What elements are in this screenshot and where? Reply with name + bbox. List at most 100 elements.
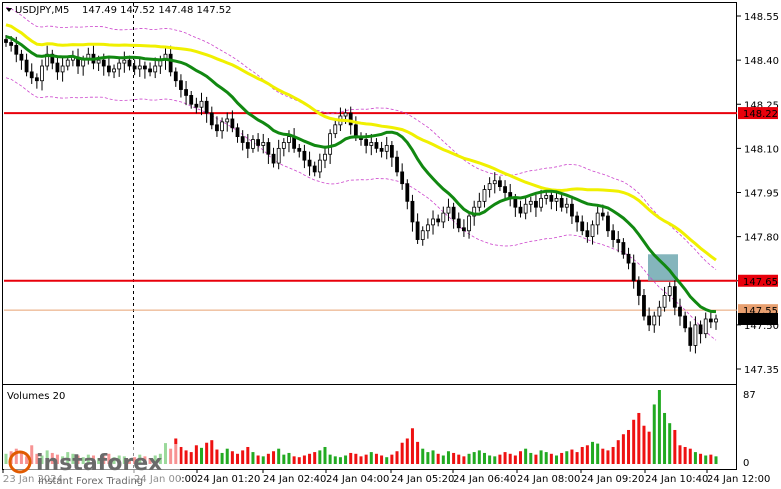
candle [230, 110, 235, 133]
candle [564, 197, 569, 214]
candle [117, 56, 122, 77]
volume-bar [287, 452, 291, 464]
candle-body-down [179, 80, 183, 90]
candle-body-up [369, 142, 374, 146]
volume-bar [508, 453, 512, 464]
volume-bar [318, 450, 322, 464]
candle-body-up [523, 203, 528, 214]
candle-body-up [65, 59, 70, 67]
volume-bar [621, 434, 625, 464]
volume-bar [390, 454, 394, 464]
volume-bar [529, 452, 533, 464]
volume-bar [236, 453, 240, 464]
candle [611, 224, 616, 248]
volume-bar [374, 453, 378, 464]
candle-body-down [600, 212, 605, 217]
candle [703, 312, 708, 339]
volume-bar [498, 454, 502, 464]
volume-bar [493, 456, 497, 464]
volume-bar [565, 451, 569, 464]
candle-body-down [307, 159, 312, 167]
candle-body-up [595, 212, 600, 226]
candle [384, 136, 389, 160]
candle [122, 51, 127, 73]
candle [405, 179, 410, 210]
volume-bar [297, 457, 301, 464]
x-tick-label: 24 Jan 05:20 [391, 474, 454, 485]
volume-bar [205, 442, 209, 464]
candle-body-down [9, 42, 14, 46]
candle-body-up [564, 203, 569, 208]
x-tick-label: 24 Jan 02:40 [263, 474, 326, 485]
volume-bar [585, 445, 589, 464]
candle [667, 282, 672, 302]
candle-body-up [225, 118, 230, 123]
candle-body-up [287, 136, 291, 143]
candle [132, 59, 137, 76]
volume-bar [210, 440, 214, 464]
candle [652, 311, 657, 333]
x-tick-label: 24 Jan 08:00 [517, 474, 580, 485]
volume-bar [652, 404, 656, 464]
candle-body-down [678, 306, 682, 317]
candle-body-down [19, 53, 24, 61]
volume-bar [323, 446, 327, 464]
candle-body-down [215, 124, 219, 132]
candle [220, 117, 224, 139]
candle [199, 92, 204, 116]
volume-bar [596, 443, 600, 464]
candle [672, 280, 677, 316]
candle [245, 133, 250, 159]
volume-bar [601, 448, 605, 464]
candle-body-up [544, 195, 549, 199]
candle-body-down [606, 215, 610, 232]
candle-body-up [137, 65, 142, 70]
volume-bar [627, 429, 631, 464]
candle-body-down [24, 59, 29, 73]
volume-bar [699, 453, 703, 464]
candle [420, 226, 425, 246]
dropdown-triangle-icon[interactable] [6, 8, 12, 12]
volume-bar [230, 451, 234, 464]
candle-body-down [708, 318, 713, 323]
volume-bar [369, 452, 373, 464]
candle [19, 49, 24, 70]
candle [585, 222, 590, 243]
candle [333, 118, 338, 139]
volume-bar [606, 450, 610, 464]
candle [24, 53, 29, 77]
candle-body-down [698, 324, 703, 335]
volume-bar [637, 412, 641, 464]
candle-body-down [271, 153, 276, 164]
candle [595, 206, 600, 235]
candle [534, 194, 538, 217]
candle [266, 138, 271, 164]
candle [323, 145, 327, 169]
candle [446, 198, 451, 222]
volume-bar [246, 446, 250, 464]
volume-bar [256, 455, 260, 464]
volume-bar [482, 452, 486, 464]
candle [523, 195, 528, 220]
candle [297, 143, 302, 158]
ma-fast-line [5, 35, 717, 314]
volume-bar [385, 457, 389, 464]
candle-body-down [132, 65, 137, 70]
candle [616, 231, 621, 253]
x-tick-label: 24 Jan 04:00 [326, 474, 389, 485]
volume-bar [632, 419, 636, 464]
candle-body-down [379, 147, 384, 152]
candle [389, 141, 394, 167]
candle-body-down [173, 71, 178, 82]
candle [431, 210, 435, 235]
candle [60, 57, 65, 82]
candle-body-down [29, 71, 34, 79]
volume-bar [215, 449, 219, 464]
candle-body-down [184, 89, 188, 96]
candle [415, 213, 420, 244]
candle [194, 97, 199, 114]
candle [631, 254, 636, 289]
candle [570, 195, 574, 224]
candles [4, 35, 718, 354]
x-tick-label: 24 Jan 12:00 [707, 474, 770, 485]
